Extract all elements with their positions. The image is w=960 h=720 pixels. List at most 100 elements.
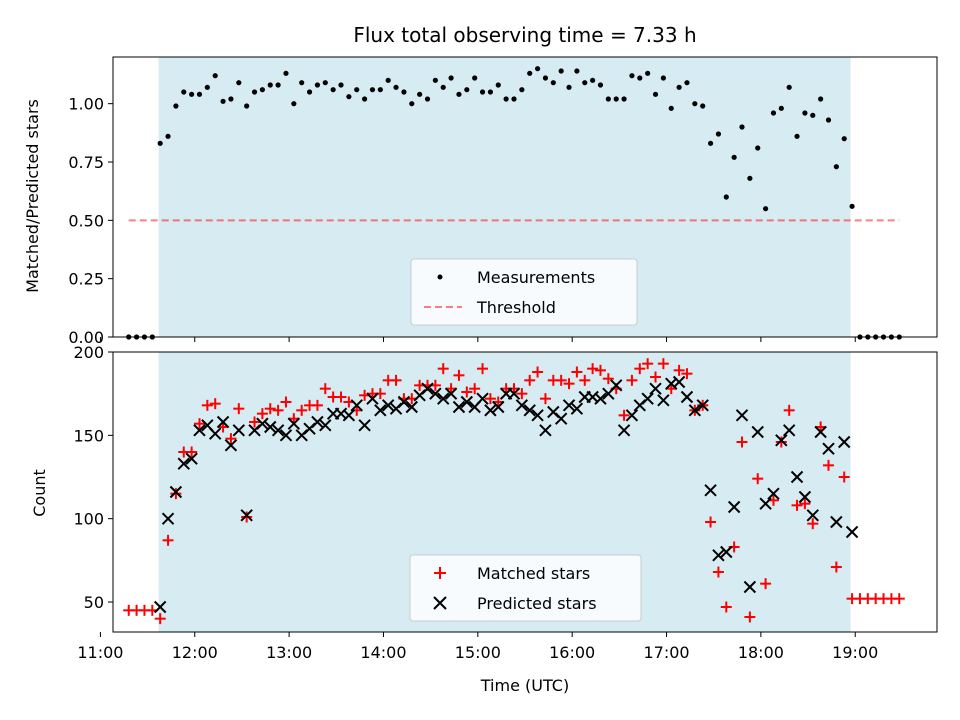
measurement-point	[692, 101, 698, 107]
y-tick-label: 200	[73, 343, 104, 362]
matched-star-point	[484, 393, 496, 405]
measurement-point	[778, 105, 784, 111]
measurement-point	[409, 101, 415, 107]
measurement-point	[558, 68, 564, 74]
measurement-point	[173, 103, 179, 109]
predicted-star-point	[358, 419, 371, 432]
matched-star-point	[642, 358, 654, 370]
predicted-star-point	[712, 549, 725, 562]
predicted-star-point	[759, 497, 772, 510]
matched-star-point	[170, 488, 182, 500]
measurement-point	[362, 96, 368, 102]
measurement-point	[181, 89, 187, 95]
predicted-star-point	[224, 439, 238, 452]
predicted-star-point	[492, 400, 505, 414]
top-ylabel: Matched/Predicted stars	[23, 99, 42, 293]
predicted-star-point	[507, 387, 521, 400]
measurement-point	[841, 136, 847, 142]
predicted-star-point	[657, 394, 670, 407]
measurement-point	[825, 117, 832, 123]
matched-star-point	[516, 388, 528, 400]
y-tick-label: 150	[73, 426, 104, 445]
y-tick-label: 50	[84, 593, 104, 612]
measurement-point	[212, 73, 218, 79]
predicted-star-point	[311, 415, 324, 429]
matched-star-point	[539, 393, 551, 405]
measurement-point	[369, 87, 376, 93]
matched-star-point	[752, 473, 764, 485]
predicted-star-point	[366, 392, 379, 405]
measurement-point	[550, 80, 556, 86]
measurement-point	[786, 84, 792, 90]
predicted-star-point	[460, 395, 474, 409]
matched-star-point	[712, 566, 724, 578]
matched-star-point	[296, 404, 308, 416]
matched-star-point	[532, 366, 544, 378]
y-tick-label: 1.00	[68, 95, 104, 114]
matched-star-point	[807, 518, 819, 530]
measurement-point	[613, 96, 619, 102]
predicted-star-point	[625, 409, 639, 422]
matched-star-point	[311, 399, 323, 411]
matched-star-point	[437, 363, 449, 375]
matched-star-point	[461, 386, 473, 398]
matched-star-point	[563, 378, 575, 390]
measurement-point	[220, 98, 226, 104]
matched-star-point	[673, 364, 685, 376]
predicted-star-point	[782, 424, 796, 437]
predicted-star-point	[240, 509, 253, 522]
matched-star-point	[233, 403, 245, 415]
predicted-star-point	[696, 399, 709, 412]
measurement-point	[487, 89, 494, 95]
x-tick-label: 17:00	[643, 643, 689, 662]
predicted-star-point	[342, 409, 356, 422]
measurement-point	[739, 124, 745, 130]
matched-star-point	[201, 399, 213, 411]
matched-star-point	[335, 391, 347, 403]
bottom-xlabel: Time (UTC)	[480, 676, 569, 695]
measurement-point	[621, 96, 627, 102]
predicted-star-point	[767, 487, 780, 500]
matched-star-point	[602, 373, 614, 385]
measurement-point	[424, 96, 431, 102]
predicted-star-point	[830, 515, 843, 529]
measurement-point	[338, 82, 344, 88]
matched-star-point	[634, 363, 646, 375]
bottom-ylabel: Count	[30, 469, 49, 517]
measurement-point	[818, 96, 824, 102]
predicted-star-point	[775, 434, 788, 447]
matched-star-point	[736, 436, 748, 448]
measurement-point	[668, 105, 674, 111]
matched-star-point	[162, 534, 174, 546]
predicted-star-point	[256, 417, 269, 430]
measurement-point	[652, 91, 659, 97]
measurement-point	[645, 70, 651, 76]
measurement-point	[440, 84, 446, 90]
bottom-legend: Matched stars Predicted stars	[409, 554, 642, 622]
predicted-star-point	[814, 425, 827, 439]
predicted-star-point	[838, 435, 851, 449]
measurement-point	[849, 203, 855, 209]
measurement-point	[157, 140, 163, 146]
measurement-point	[330, 87, 336, 93]
measurement-point	[401, 89, 407, 95]
predicted-star-point	[727, 500, 741, 514]
measurement-point	[590, 77, 596, 83]
matched-star-point	[225, 433, 237, 445]
measurement-point	[527, 70, 533, 76]
matched-star-point	[626, 374, 638, 386]
measurement-point	[747, 175, 753, 181]
matched-star-point	[838, 471, 850, 483]
x-tick-label: 18:00	[738, 643, 784, 662]
predicted-star-point	[437, 392, 450, 405]
predicted-star-point	[735, 409, 749, 422]
predicted-star-point	[790, 470, 804, 484]
measurement-point	[770, 110, 777, 116]
predicted-star-point	[444, 387, 458, 400]
legend-measurements-marker	[437, 274, 443, 280]
legend-threshold-label: Threshold	[476, 298, 556, 317]
y-tick-label: 100	[73, 510, 104, 529]
predicted-star-point	[169, 485, 183, 499]
predicted-star-point	[271, 424, 285, 437]
